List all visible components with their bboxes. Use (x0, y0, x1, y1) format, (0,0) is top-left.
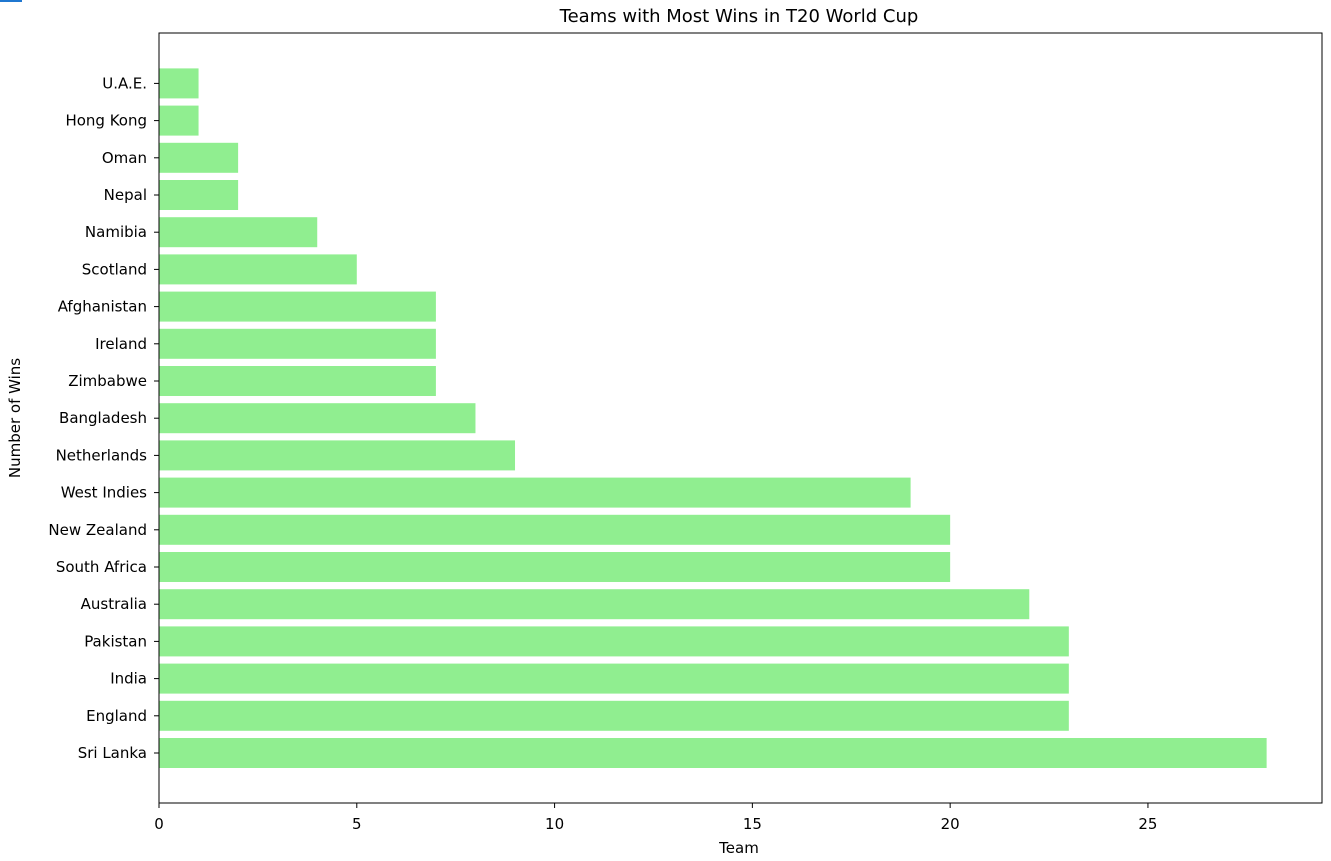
y-tick-label: Hong Kong (65, 112, 147, 130)
y-tick-label: Zimbabwe (68, 372, 147, 390)
bar-new-zealand (159, 514, 951, 545)
bar-nepal (159, 180, 239, 210)
bar-oman (159, 142, 239, 173)
bar-netherlands (159, 440, 516, 471)
x-axis: 0 5 10 15 20 25 (154, 803, 1157, 833)
bar-u-a-e (159, 68, 199, 99)
chart-title: Teams with Most Wins in T20 World Cup (559, 6, 919, 27)
x-tick-label: 10 (545, 815, 564, 833)
bar-bangladesh (159, 403, 476, 434)
bar-zimbabwe (159, 366, 436, 396)
window-top-accent (0, 0, 22, 2)
y-axis-label: Number of Wins (6, 358, 24, 478)
y-tick-label: Netherlands (56, 446, 148, 464)
bar-scotland (159, 254, 357, 285)
bar-ireland (159, 328, 436, 359)
y-tick-label: Scotland (82, 260, 147, 278)
bar-pakistan (159, 626, 1069, 657)
bar-south-africa (159, 552, 951, 582)
y-tick-label: Nepal (104, 186, 147, 204)
y-tick-label: Ireland (95, 335, 147, 353)
bar-hong-kong (159, 105, 199, 136)
bar-afghanistan (159, 291, 436, 322)
y-tick-label: Namibia (85, 223, 147, 241)
y-tick-label: West Indies (61, 484, 147, 502)
y-tick-label: India (110, 670, 147, 688)
bar-west-indies (159, 477, 911, 508)
y-tick-label: Oman (102, 149, 147, 167)
y-tick-label: Bangladesh (59, 409, 147, 427)
bar-india (159, 663, 1069, 694)
x-tick-label: 25 (1138, 815, 1157, 833)
bars-group (159, 68, 1267, 768)
y-tick-label: U.A.E. (102, 74, 147, 92)
bar-sri-lanka (159, 738, 1267, 768)
y-tick-label: Afghanistan (58, 298, 147, 316)
y-tick-label: New Zealand (48, 521, 147, 539)
bar-australia (159, 589, 1030, 620)
y-tick-label: Australia (81, 595, 147, 613)
bar-england (159, 700, 1069, 731)
bar-namibia (159, 217, 318, 248)
y-tick-label: Pakistan (84, 632, 147, 650)
x-axis-label: Team (718, 839, 759, 857)
x-tick-label: 0 (154, 815, 164, 833)
x-tick-label: 15 (743, 815, 762, 833)
y-tick-label: England (86, 707, 147, 725)
x-tick-label: 5 (352, 815, 362, 833)
y-tick-label: South Africa (56, 558, 147, 576)
x-tick-label: 20 (941, 815, 960, 833)
y-axis: Sri Lanka England India Pakistan Australia So… (48, 74, 159, 762)
y-tick-label: Sri Lanka (78, 744, 147, 762)
